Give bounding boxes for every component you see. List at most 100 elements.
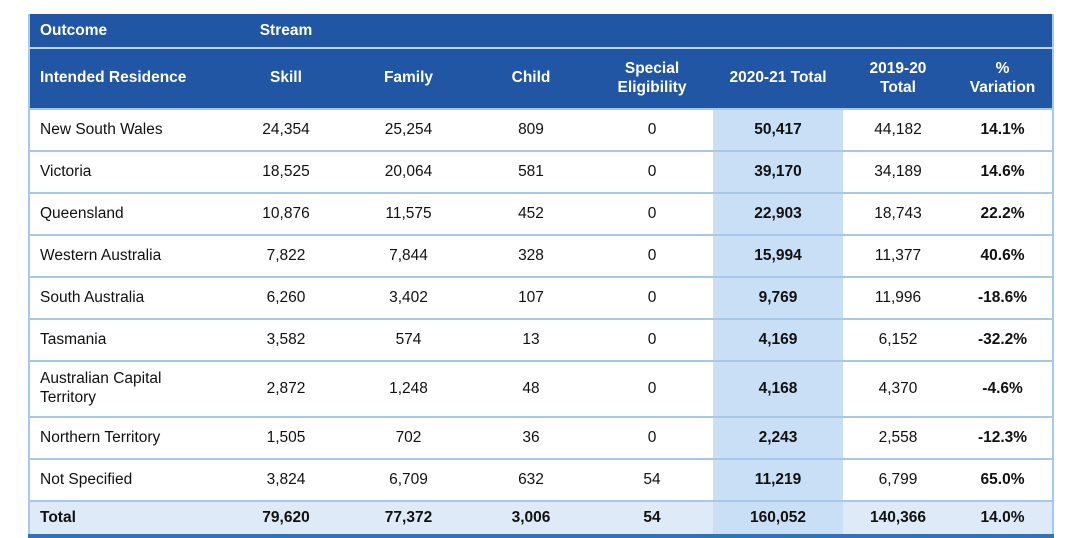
cell-residence: Not Specified (29, 458, 226, 501)
cell-family: 574 (346, 318, 471, 361)
cell-total-2019-20: 140,366 (843, 500, 953, 536)
cell-2019-20-total: 4,370 (843, 360, 953, 417)
cell-residence: Australian Capital Territory (29, 360, 226, 417)
row-not-specified: Not Specified 3,824 6,709 632 54 11,219 … (29, 458, 1054, 501)
cell-percent-variation: 22.2% (953, 192, 1054, 235)
cell-child: 581 (471, 150, 591, 193)
cell-2019-20-total: 11,996 (843, 276, 953, 319)
cell-skill: 3,582 (226, 318, 346, 361)
cell-special-eligibility: 0 (591, 150, 713, 193)
cell-residence: Western Australia (29, 234, 226, 277)
row-total: Total 79,620 77,372 3,006 54 160,052 140… (29, 500, 1054, 536)
cell-family: 702 (346, 416, 471, 459)
cell-2020-21-total: 4,168 (713, 360, 843, 417)
cell-family: 11,575 (346, 192, 471, 235)
column-header-row: Intended Residence Skill Family Child Sp… (29, 48, 1054, 109)
cell-percent-variation: 14.1% (953, 108, 1054, 151)
column-header-intended-residence: Intended Residence (29, 48, 226, 109)
cell-special-eligibility: 0 (591, 416, 713, 459)
cell-residence: South Australia (29, 276, 226, 319)
cell-percent-variation: 40.6% (953, 234, 1054, 277)
cell-skill: 1,505 (226, 416, 346, 459)
cell-special-eligibility: 0 (591, 276, 713, 319)
cell-child: 13 (471, 318, 591, 361)
cell-family: 25,254 (346, 108, 471, 151)
cell-residence: Northern Territory (29, 416, 226, 459)
cell-percent-variation: -4.6% (953, 360, 1054, 417)
cell-2019-20-total: 34,189 (843, 150, 953, 193)
migration-program-outcome-table: Outcome Stream Intended Residence Skill … (28, 14, 1055, 538)
cell-2020-21-total: 39,170 (713, 150, 843, 193)
cell-2020-21-total: 50,417 (713, 108, 843, 151)
cell-2020-21-total: 22,903 (713, 192, 843, 235)
cell-family: 20,064 (346, 150, 471, 193)
cell-2019-20-total: 11,377 (843, 234, 953, 277)
cell-skill: 7,822 (226, 234, 346, 277)
cell-skill: 6,260 (226, 276, 346, 319)
cell-2019-20-total: 6,799 (843, 458, 953, 501)
row-victoria: Victoria 18,525 20,064 581 0 39,170 34,1… (29, 150, 1054, 193)
column-header-family: Family (346, 48, 471, 109)
row-northern-territory: Northern Territory 1,505 702 36 0 2,243 … (29, 416, 1054, 459)
column-header-special-eligibility: Special Eligibility (591, 48, 713, 109)
cell-percent-variation: -12.3% (953, 416, 1054, 459)
column-header-skill: Skill (226, 48, 346, 109)
column-header-child: Child (471, 48, 591, 109)
group-header-stream: Stream (226, 14, 346, 49)
cell-percent-variation: 14.6% (953, 150, 1054, 193)
cell-family: 6,709 (346, 458, 471, 501)
table-body: New South Wales 24,354 25,254 809 0 50,4… (29, 108, 1054, 501)
table-header: Outcome Stream Intended Residence Skill … (29, 14, 1054, 109)
page: Outcome Stream Intended Residence Skill … (28, 14, 1055, 538)
cell-residence: Tasmania (29, 318, 226, 361)
cell-skill: 18,525 (226, 150, 346, 193)
cell-total-percent-variation: 14.0% (953, 500, 1054, 536)
cell-child: 328 (471, 234, 591, 277)
cell-special-eligibility: 0 (591, 318, 713, 361)
column-header-percent-variation: % Variation (953, 48, 1054, 109)
cell-special-eligibility: 0 (591, 234, 713, 277)
row-south-australia: South Australia 6,260 3,402 107 0 9,769 … (29, 276, 1054, 319)
cell-skill: 24,354 (226, 108, 346, 151)
cell-2019-20-total: 2,558 (843, 416, 953, 459)
cell-child: 36 (471, 416, 591, 459)
cell-2020-21-total: 4,169 (713, 318, 843, 361)
cell-child: 107 (471, 276, 591, 319)
cell-2020-21-total: 2,243 (713, 416, 843, 459)
row-australian-capital-territory: Australian Capital Territory 2,872 1,248… (29, 360, 1054, 417)
column-header-2019-20-total: 2019-20 Total (843, 48, 953, 109)
group-header-row: Outcome Stream (29, 14, 1054, 49)
row-tasmania: Tasmania 3,582 574 13 0 4,169 6,152 -32.… (29, 318, 1054, 361)
cell-total-family: 77,372 (346, 500, 471, 536)
cell-total-skill: 79,620 (226, 500, 346, 536)
cell-family: 1,248 (346, 360, 471, 417)
cell-residence: Victoria (29, 150, 226, 193)
group-header-outcome: Outcome (29, 14, 226, 49)
cell-skill: 10,876 (226, 192, 346, 235)
cell-total-label: Total (29, 500, 226, 536)
cell-special-eligibility: 54 (591, 458, 713, 501)
group-header-spacer (346, 14, 1054, 49)
cell-2019-20-total: 6,152 (843, 318, 953, 361)
cell-special-eligibility: 0 (591, 108, 713, 151)
row-western-australia: Western Australia 7,822 7,844 328 0 15,9… (29, 234, 1054, 277)
cell-2019-20-total: 18,743 (843, 192, 953, 235)
cell-total-special-eligibility: 54 (591, 500, 713, 536)
cell-child: 809 (471, 108, 591, 151)
cell-2020-21-total: 11,219 (713, 458, 843, 501)
cell-2020-21-total: 15,994 (713, 234, 843, 277)
cell-family: 3,402 (346, 276, 471, 319)
cell-child: 452 (471, 192, 591, 235)
cell-residence: Queensland (29, 192, 226, 235)
cell-special-eligibility: 0 (591, 360, 713, 417)
cell-total-child: 3,006 (471, 500, 591, 536)
cell-family: 7,844 (346, 234, 471, 277)
cell-percent-variation: -18.6% (953, 276, 1054, 319)
cell-skill: 2,872 (226, 360, 346, 417)
cell-percent-variation: 65.0% (953, 458, 1054, 501)
cell-total-2020-21: 160,052 (713, 500, 843, 536)
cell-child: 632 (471, 458, 591, 501)
cell-skill: 3,824 (226, 458, 346, 501)
cell-residence: New South Wales (29, 108, 226, 151)
cell-2019-20-total: 44,182 (843, 108, 953, 151)
